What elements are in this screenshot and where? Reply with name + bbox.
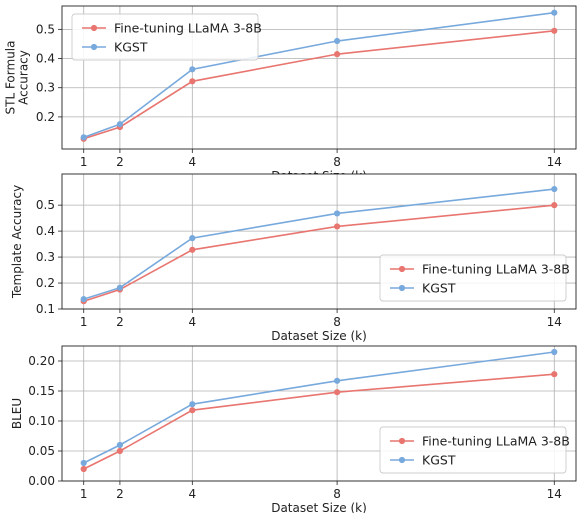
- y-tick-label: 0.4: [36, 52, 55, 66]
- legend: Fine-tuning LLaMA 3-8B KGST: [379, 254, 570, 302]
- x-tick-label: 14: [547, 315, 562, 329]
- data-point-fine-tuning-llama: [333, 223, 341, 230]
- data-point-kgst: [189, 66, 196, 73]
- y-tick-label: 0.5: [36, 198, 55, 212]
- data-point-fine-tuning-llama: [551, 202, 558, 209]
- plot-frame: [61, 5, 577, 150]
- data-point-fine-tuning-llama: [333, 389, 341, 396]
- legend-swatch-marker: [90, 43, 98, 51]
- legend-label: KGST: [422, 281, 456, 296]
- y-tick-label: 0.15: [28, 384, 55, 398]
- data-point-kgst: [80, 296, 87, 303]
- y-tick-label: 0.05: [28, 444, 55, 458]
- data-point-kgst: [189, 401, 196, 408]
- x-tick-label: 2: [116, 315, 124, 329]
- data-point-kgst: [551, 9, 558, 16]
- data-point-fine-tuning-llama: [80, 465, 87, 473]
- x-tick-label: 2: [116, 155, 124, 169]
- data-point-fine-tuning-llama: [189, 246, 196, 253]
- x-tick-label: 14: [547, 155, 562, 169]
- y-axis-label: BLEU: [10, 398, 24, 429]
- chart-panel-template-accuracy: 1 2 4 8 14 0.1 0.2 0.3 0.4 0.5 Dataset Size (k) Tem…: [10, 173, 577, 343]
- data-point-fine-tuning-llama: [333, 51, 341, 58]
- legend-swatch-marker: [398, 456, 406, 464]
- legend-label: KGST: [422, 453, 456, 468]
- y-axis-label: Template Accuracy: [10, 185, 24, 299]
- y-tick-label: 0.20: [28, 354, 55, 368]
- data-point-kgst: [333, 210, 341, 217]
- y-tick-label: 0.2: [36, 276, 55, 290]
- data-point-kgst: [189, 235, 196, 242]
- legend: Fine-tuning LLaMA 3-8B KGST: [379, 426, 570, 474]
- legend-box: [71, 13, 259, 61]
- legend-label: Fine-tuning LLaMA 3-8B: [422, 262, 570, 277]
- y-tick-label: 0.2: [36, 110, 55, 124]
- y-tick-label: 0.00: [28, 474, 55, 488]
- y-axis-label: Accuracy: [17, 50, 31, 105]
- x-axis-label: Dataset Size (k): [271, 501, 367, 513]
- legend-label: Fine-tuning LLaMA 3-8B: [422, 434, 570, 449]
- data-point-kgst: [333, 37, 341, 45]
- x-tick-label: 4: [188, 155, 196, 169]
- data-point-kgst: [551, 348, 558, 356]
- chart-panel-bleu: 1 2 4 8 14 0.00 0.05 0.10 0.15 0.20 Dataset Size (…: [10, 345, 577, 513]
- legend-swatch-marker: [398, 284, 406, 292]
- data-point-kgst: [80, 134, 87, 141]
- x-tick-label: 4: [188, 315, 196, 329]
- x-tick-label: 8: [333, 155, 341, 169]
- data-point-kgst: [116, 121, 124, 128]
- legend-box: [379, 254, 567, 302]
- data-point-fine-tuning-llama: [551, 371, 558, 378]
- x-tick-label: 1: [80, 315, 88, 329]
- legend: Fine-tuning LLaMA 3-8B KGST: [71, 13, 262, 61]
- x-tick-label: 1: [80, 487, 88, 501]
- plot-frame: [61, 345, 577, 482]
- data-point-fine-tuning-llama: [551, 27, 558, 34]
- y-axis-label: STL Formula: [4, 41, 18, 115]
- data-point-kgst: [116, 284, 124, 291]
- data-point-fine-tuning-llama: [116, 447, 124, 455]
- data-point-fine-tuning-llama: [189, 78, 196, 85]
- y-tick-label: 0.4: [36, 224, 55, 238]
- x-tick-label: 1: [80, 155, 88, 169]
- y-tick-label: 0.5: [36, 22, 55, 36]
- legend-swatch-marker: [398, 437, 406, 445]
- x-axis-label: Dataset Size (k): [271, 329, 367, 343]
- data-point-fine-tuning-llama: [189, 407, 196, 414]
- legend-label: Fine-tuning LLaMA 3-8B: [114, 21, 262, 36]
- x-tick-label: 8: [333, 487, 341, 501]
- x-tick-label: 8: [333, 315, 341, 329]
- data-point-kgst: [80, 459, 87, 467]
- legend-swatch-marker: [398, 265, 406, 273]
- legend-box: [379, 426, 567, 474]
- y-tick-label: 0.3: [36, 250, 55, 264]
- plot-frame: [61, 173, 577, 310]
- legend-swatch-marker: [90, 24, 98, 32]
- y-tick-label: 0.10: [28, 414, 55, 428]
- data-point-kgst: [333, 377, 341, 384]
- legend-label: KGST: [114, 40, 148, 55]
- y-tick-label: 0.1: [36, 302, 55, 316]
- y-tick-label: 0.3: [36, 81, 55, 95]
- x-tick-label: 2: [116, 487, 124, 501]
- x-tick-label: 14: [547, 487, 562, 501]
- data-point-kgst: [551, 185, 558, 193]
- data-point-kgst: [116, 441, 124, 449]
- x-tick-label: 4: [188, 487, 196, 501]
